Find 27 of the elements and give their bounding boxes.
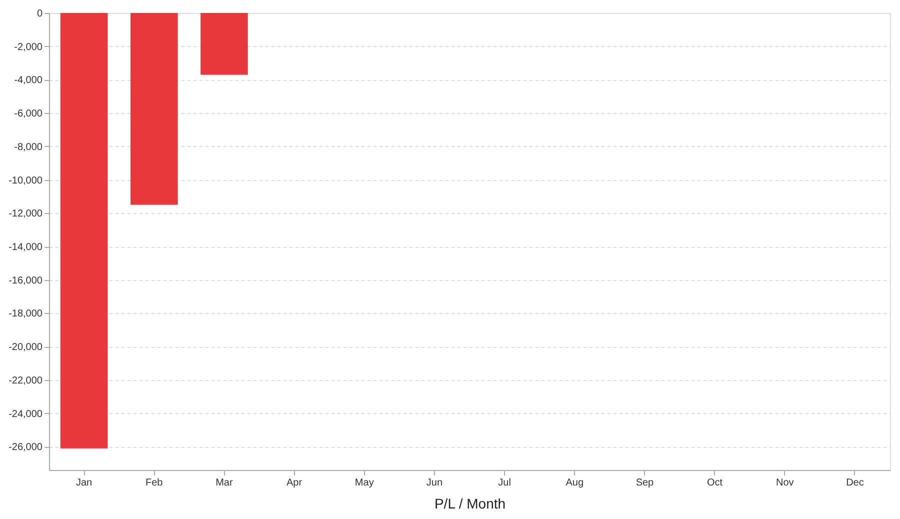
y-tick-label: -14,000	[8, 242, 43, 254]
x-tick-label: Jul	[498, 478, 511, 488]
x-tick-label: Mar	[216, 478, 234, 488]
x-tick-label: Aug	[566, 478, 584, 488]
y-tick-label: -10,000	[8, 175, 43, 186]
x-tick-label: Nov	[776, 478, 794, 488]
y-tick-label: -16,000	[8, 275, 43, 286]
y-tick-label: -18,000	[8, 308, 43, 320]
y-tick-label: -22,000	[8, 375, 43, 386]
x-tick-label: Dec	[846, 478, 864, 488]
y-tick-label: -24,000	[8, 408, 43, 420]
y-tick-label: -6,000	[14, 108, 43, 120]
x-tick-label: Apr	[286, 478, 303, 488]
x-tick-label: Jun	[426, 478, 443, 488]
y-tick-label: -4,000	[14, 75, 43, 86]
y-tick-label: -12,000	[8, 208, 43, 220]
y-tick-label: -2,000	[14, 42, 43, 53]
x-tick-label: Sep	[636, 478, 654, 488]
y-tick-label: -8,000	[14, 142, 43, 153]
x-tick-label: Feb	[146, 478, 164, 488]
x-axis-title: P/L / Month	[434, 496, 506, 512]
x-tick-label: Oct	[707, 478, 723, 488]
y-tick-label: -26,000	[8, 442, 43, 454]
x-tick-label: May	[354, 478, 374, 488]
x-tick-label: Jan	[76, 478, 92, 488]
y-tick-label: 0	[36, 8, 43, 20]
y-tick-label: -20,000	[8, 342, 43, 354]
